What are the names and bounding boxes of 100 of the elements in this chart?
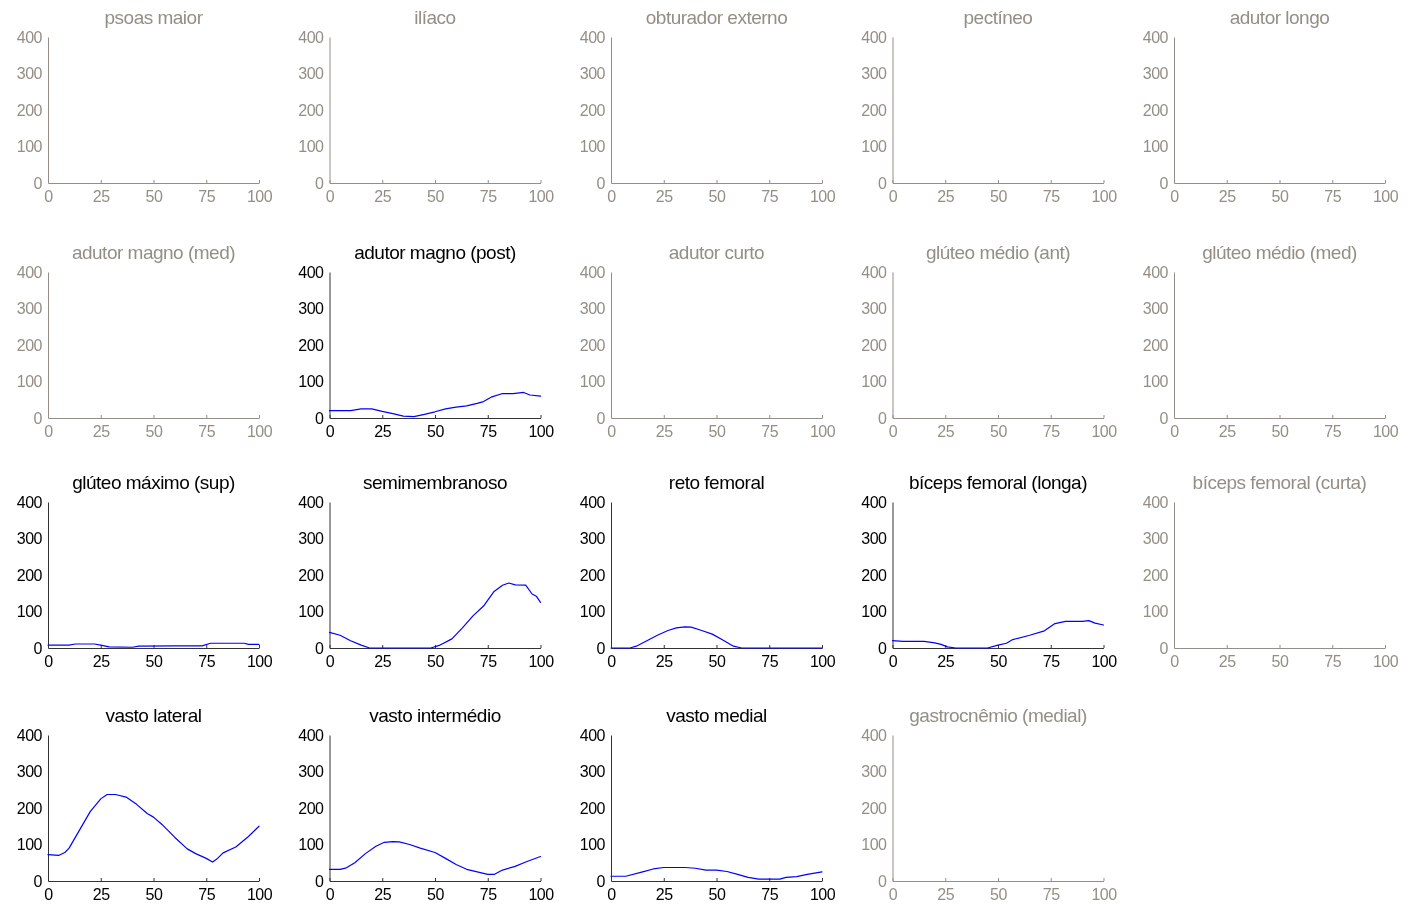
chart-title: glúteo máximo (sup) [72, 472, 235, 493]
x-tick-label: 50 [1271, 423, 1289, 441]
y-tick-label: 300 [579, 530, 606, 548]
y-tick-label: 400 [16, 263, 43, 281]
x-tick-label: 25 [655, 886, 674, 904]
y-tick-label: 200 [298, 101, 325, 119]
y-tick-label: 200 [16, 101, 43, 119]
x-tick-label: 25 [92, 653, 111, 671]
x-tick-label: 100 [1372, 423, 1399, 441]
line-series [328, 840, 542, 876]
chart-title: adutor longo [1229, 7, 1330, 28]
x-tick-label: 75 [1042, 653, 1061, 671]
x-tick-label: 0 [607, 886, 617, 904]
y-tick-label: 200 [861, 566, 888, 584]
x-tick-label: 0 [44, 188, 54, 206]
chart-title: vasto intermédio [369, 705, 501, 726]
x-tick-label: 75 [761, 188, 779, 206]
x-tick-label: 25 [374, 423, 392, 441]
y-tick-label: 0 [878, 872, 888, 890]
x-tick-label: 50 [708, 886, 726, 904]
y-tick-label: 400 [861, 28, 888, 46]
x-tick-label: 50 [145, 653, 163, 671]
y-tick-label: 0 [1159, 174, 1169, 192]
x-tick-label: 100 [528, 886, 555, 904]
x-tick-label: 100 [1091, 423, 1118, 441]
chart-title: adutor curto [668, 242, 765, 263]
y-tick-label: 400 [579, 493, 606, 511]
y-tick-label: 100 [1142, 603, 1169, 621]
y-tick-label: 400 [579, 726, 606, 744]
y-tick-label: 300 [861, 65, 888, 83]
chart-title: glúteo médio (med) [1202, 242, 1358, 263]
x-tick-label: 100 [246, 653, 273, 671]
y-tick-label: 200 [1142, 336, 1169, 354]
y-tick-label: 100 [1142, 373, 1169, 391]
x-tick-label: 25 [92, 423, 111, 441]
y-tick-label: 300 [16, 300, 43, 318]
x-tick-label: 75 [1042, 886, 1061, 904]
chart-title: gastrocnêmio (medial) [909, 705, 1087, 726]
x-tick-label: 75 [761, 423, 779, 441]
y-tick-label: 200 [298, 799, 325, 817]
x-tick-label: 25 [1218, 188, 1237, 206]
x-tick-label: 25 [374, 188, 392, 206]
y-tick-label: 200 [579, 566, 606, 584]
x-tick-label: 25 [937, 653, 955, 671]
y-tick-label: 200 [298, 566, 325, 584]
y-tick-label: 300 [861, 763, 888, 781]
chart-title: semimembranoso [363, 472, 507, 493]
y-tick-label: 0 [596, 639, 606, 657]
y-tick-label: 300 [298, 763, 325, 781]
y-tick-label: 400 [16, 726, 43, 744]
y-tick-label: 100 [16, 603, 43, 621]
x-tick-label: 25 [374, 886, 392, 904]
chart-title: vasto lateral [105, 705, 202, 726]
x-tick-label: 75 [479, 188, 498, 206]
y-tick-label: 100 [16, 373, 43, 391]
y-tick-label: 0 [33, 639, 43, 657]
x-tick-label: 25 [937, 423, 955, 441]
line-series [47, 793, 260, 863]
y-tick-label: 200 [579, 799, 606, 817]
x-tick-label: 0 [607, 423, 617, 441]
y-tick-label: 100 [861, 836, 888, 854]
x-tick-label: 50 [990, 886, 1008, 904]
x-tick-label: 50 [708, 423, 726, 441]
chart-title: ilíaco [414, 7, 456, 28]
y-tick-label: 200 [16, 336, 43, 354]
x-tick-label: 100 [1372, 188, 1399, 206]
x-tick-label: 50 [427, 423, 445, 441]
x-tick-label: 75 [479, 423, 498, 441]
y-tick-label: 300 [16, 530, 43, 548]
chart-title: vasto medial [666, 705, 767, 726]
x-tick-label: 50 [990, 653, 1008, 671]
chart-title: adutor magno (med) [71, 242, 236, 263]
y-tick-label: 100 [861, 373, 888, 391]
x-tick-label: 25 [1218, 423, 1237, 441]
y-tick-label: 400 [1142, 263, 1169, 281]
y-tick-label: 200 [579, 101, 606, 119]
x-tick-label: 100 [809, 886, 836, 904]
x-tick-label: 0 [44, 886, 54, 904]
y-tick-label: 300 [298, 300, 325, 318]
x-tick-label: 100 [1091, 886, 1118, 904]
x-tick-label: 75 [479, 653, 498, 671]
y-tick-label: 400 [861, 263, 888, 281]
x-tick-label: 50 [427, 188, 445, 206]
y-tick-label: 0 [1159, 409, 1169, 427]
y-tick-label: 300 [298, 530, 325, 548]
y-tick-label: 300 [16, 763, 43, 781]
y-tick-label: 0 [315, 174, 325, 192]
y-tick-label: 300 [861, 530, 888, 548]
chart-title: bíceps femoral (longa) [908, 472, 1088, 493]
x-tick-label: 100 [1372, 653, 1399, 671]
chart-title: psoas maior [104, 7, 204, 28]
y-tick-label: 200 [1142, 566, 1169, 584]
x-tick-label: 0 [1170, 653, 1180, 671]
y-tick-label: 200 [16, 799, 43, 817]
y-tick-label: 0 [878, 409, 888, 427]
chart-title: adutor magno (post) [354, 242, 516, 263]
y-tick-label: 200 [861, 799, 888, 817]
y-tick-label: 200 [298, 336, 325, 354]
y-tick-label: 200 [1142, 101, 1169, 119]
y-tick-label: 0 [596, 174, 606, 192]
